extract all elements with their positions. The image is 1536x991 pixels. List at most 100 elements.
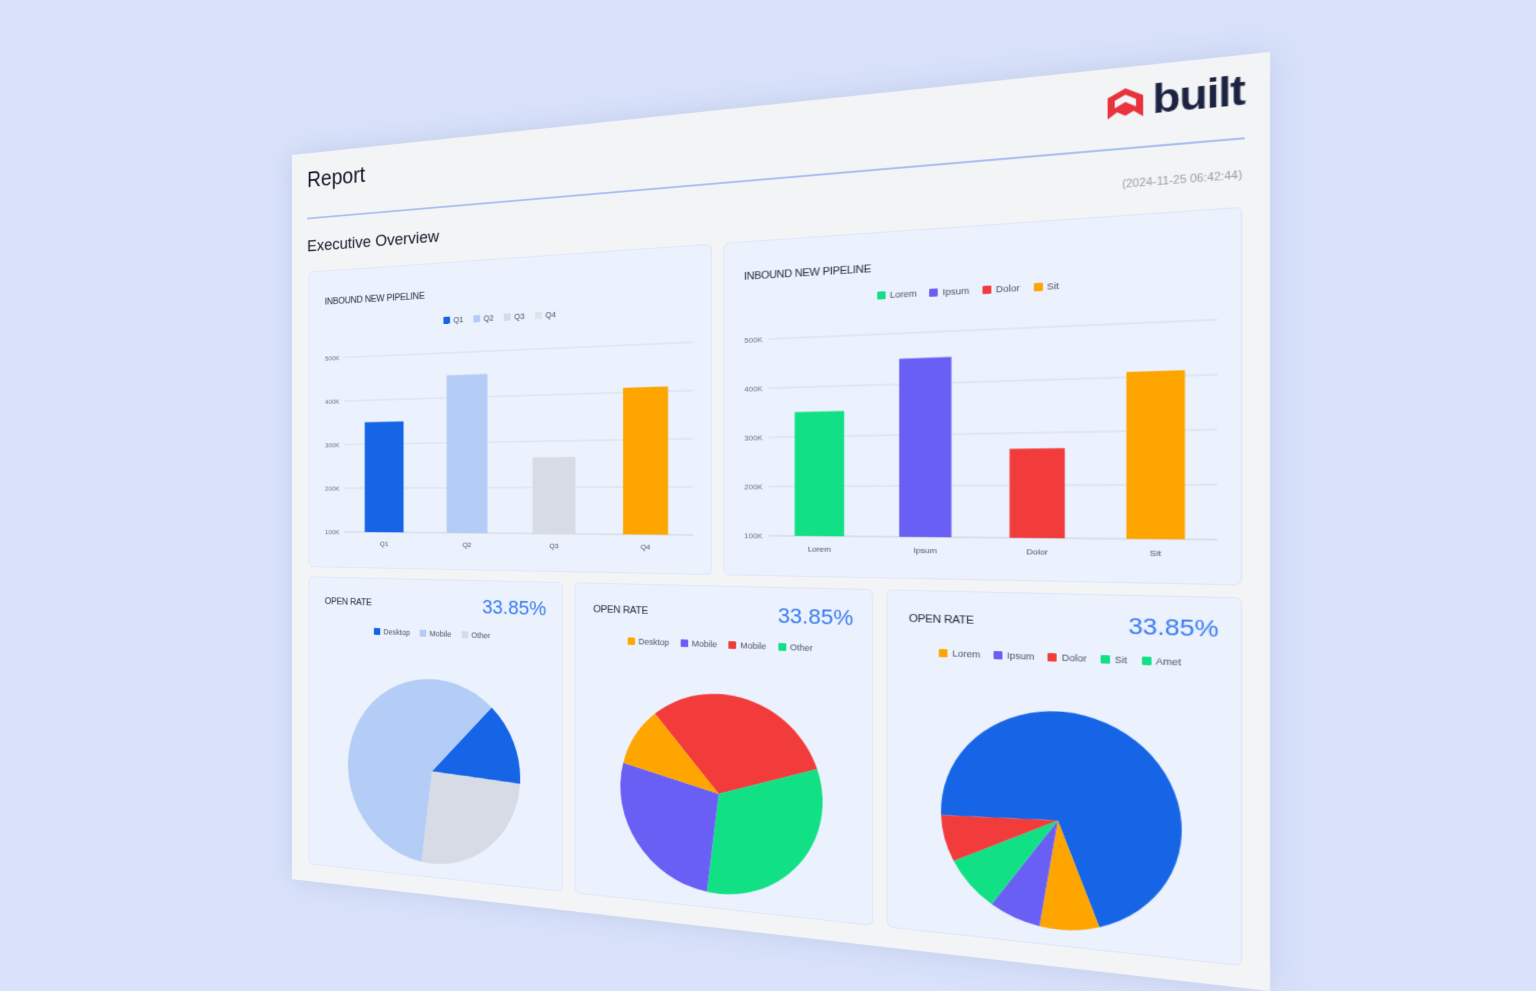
legend-swatch (473, 315, 480, 322)
y-tick-label: 100K (325, 529, 340, 537)
chart-legend: Lorem Ipsum Dolor Sit Amet (888, 646, 1241, 670)
bar-q1[interactable] (365, 421, 404, 532)
section-title: Executive Overview (307, 227, 439, 256)
legend-label: Sit (1115, 654, 1127, 665)
chart-legend: Desktop Mobile Other (309, 625, 562, 643)
legend-item[interactable]: Lorem (877, 289, 917, 301)
legend-item[interactable]: Ipsum (994, 650, 1035, 662)
bar-dolor[interactable] (1010, 448, 1065, 538)
legend-label: Q4 (545, 310, 556, 320)
legend-swatch (877, 291, 885, 299)
page-title: Report (307, 163, 365, 193)
legend-item[interactable]: Ipsum (930, 286, 970, 298)
legend-label: Dolor (1062, 653, 1087, 664)
open-rate-value: 33.85% (1128, 613, 1218, 643)
legend-item[interactable]: Mobile (729, 640, 767, 651)
bar-ipsum[interactable] (899, 357, 951, 537)
chart-title: INBOUND NEW PIPELINE (325, 291, 425, 307)
legend-label: Q2 (483, 313, 493, 322)
x-tick-label: Ipsum (914, 546, 937, 555)
legend-label: Q3 (514, 312, 524, 322)
legend-item[interactable]: Q4 (535, 310, 556, 320)
legend-label: Other (471, 631, 490, 641)
pie-card-open-rate-3: OPEN RATE 33.85% Lorem Ipsum Dolor Sit Amet (887, 589, 1243, 966)
built-logo-icon (1105, 84, 1145, 122)
legend-swatch (729, 641, 737, 649)
legend-swatch (680, 639, 688, 647)
report-sheet: built Report Executive Overview (2024-11… (292, 52, 1270, 991)
x-tick-label: Q1 (380, 540, 389, 548)
legend-swatch (994, 651, 1003, 660)
chart-title: OPEN RATE (909, 613, 974, 627)
legend-label: Other (790, 642, 813, 653)
bar-chart-card-quarters: INBOUND NEW PIPELINE Q1 Q2 Q3 Q4 100K 200K 30… (309, 244, 712, 575)
legend-label: Amet (1156, 656, 1181, 668)
legend-swatch (982, 285, 991, 294)
legend-item[interactable]: Sit (1101, 654, 1128, 666)
legend-label: Ipsum (1007, 650, 1035, 661)
pie-chart (309, 653, 563, 893)
bar-lorem[interactable] (795, 411, 844, 536)
open-rate-value: 33.85% (778, 603, 854, 631)
pie-chart (575, 666, 874, 927)
gridline (344, 342, 693, 357)
built-logo: built (1105, 72, 1245, 124)
x-tick-label: Dolor (1026, 548, 1048, 558)
x-tick-label: Q4 (640, 543, 651, 552)
pie-slice-other[interactable] (421, 771, 520, 873)
y-tick-label: 200K (325, 485, 340, 493)
legend-swatch (461, 631, 468, 638)
legend-label: Ipsum (943, 286, 970, 298)
pie-card-open-rate-1: OPEN RATE 33.85% Desktop Mobile Other (309, 576, 563, 892)
chart-title: OPEN RATE (593, 604, 648, 617)
legend-swatch (778, 643, 786, 651)
legend-item[interactable]: Mobile (680, 638, 717, 649)
legend-swatch (420, 630, 427, 637)
report-timestamp: (2024-11-25 06:42:44) (1122, 170, 1242, 191)
legend-item[interactable]: Q2 (473, 313, 493, 323)
legend-label: Desktop (638, 637, 669, 648)
open-rate-value: 33.85% (482, 595, 546, 620)
legend-swatch (930, 288, 939, 297)
legend-item[interactable]: Q1 (443, 315, 463, 325)
legend-label: Sit (1047, 281, 1059, 292)
legend-swatch (504, 313, 511, 321)
legend-item[interactable]: Other (778, 642, 813, 653)
y-tick-label: 500K (744, 336, 763, 346)
legend-label: Mobile (740, 641, 766, 652)
legend-item[interactable]: Mobile (420, 629, 452, 639)
legend-label: Mobile (692, 639, 717, 649)
legend-swatch (1033, 283, 1042, 292)
legend-item[interactable]: Other (461, 630, 490, 640)
gridline (768, 320, 1217, 339)
bar-chart: 100K200K300K400K500KQ1 Q2 Q3 Q4 (309, 325, 713, 562)
legend-item[interactable]: Amet (1141, 655, 1181, 667)
legend-label: Mobile (429, 629, 451, 639)
bar-sit[interactable] (1126, 370, 1185, 539)
bar-q2[interactable] (447, 374, 488, 533)
legend-label: Q1 (453, 315, 463, 324)
bar-chart: 100K 200K 300K 400K 500K Lorem Ipsum Dolor Sit (725, 300, 1244, 571)
legend-item[interactable]: Q3 (504, 312, 525, 322)
legend-item[interactable]: Sit (1033, 281, 1059, 293)
x-tick-label: Lorem (808, 545, 831, 554)
legend-item[interactable]: Desktop (627, 636, 669, 647)
header-divider (307, 137, 1245, 219)
y-tick-label: 300K (744, 434, 763, 443)
bar-q4[interactable] (623, 386, 668, 534)
legend-label: Dolor (996, 283, 1020, 295)
legend-item[interactable]: Dolor (982, 283, 1019, 295)
logo-wordmark: built (1153, 72, 1245, 120)
pie-card-open-rate-2: OPEN RATE 33.85% Desktop Mobile Mobile Othe… (574, 582, 873, 925)
legend-swatch (1141, 657, 1151, 666)
bar-q3[interactable] (533, 457, 576, 534)
bar-chart-card-categories: INBOUND NEW PIPELINE Lorem Ipsum Dolor Sit … (724, 207, 1243, 586)
y-tick-label: 400K (325, 398, 340, 406)
y-tick-label: 200K (744, 483, 763, 492)
legend-item[interactable]: Desktop (374, 627, 410, 637)
legend-item[interactable]: Lorem (939, 648, 980, 660)
x-tick-label: Sit (1150, 549, 1162, 559)
chart-title: OPEN RATE (325, 596, 372, 608)
legend-swatch (374, 628, 380, 635)
legend-item[interactable]: Dolor (1048, 652, 1087, 664)
